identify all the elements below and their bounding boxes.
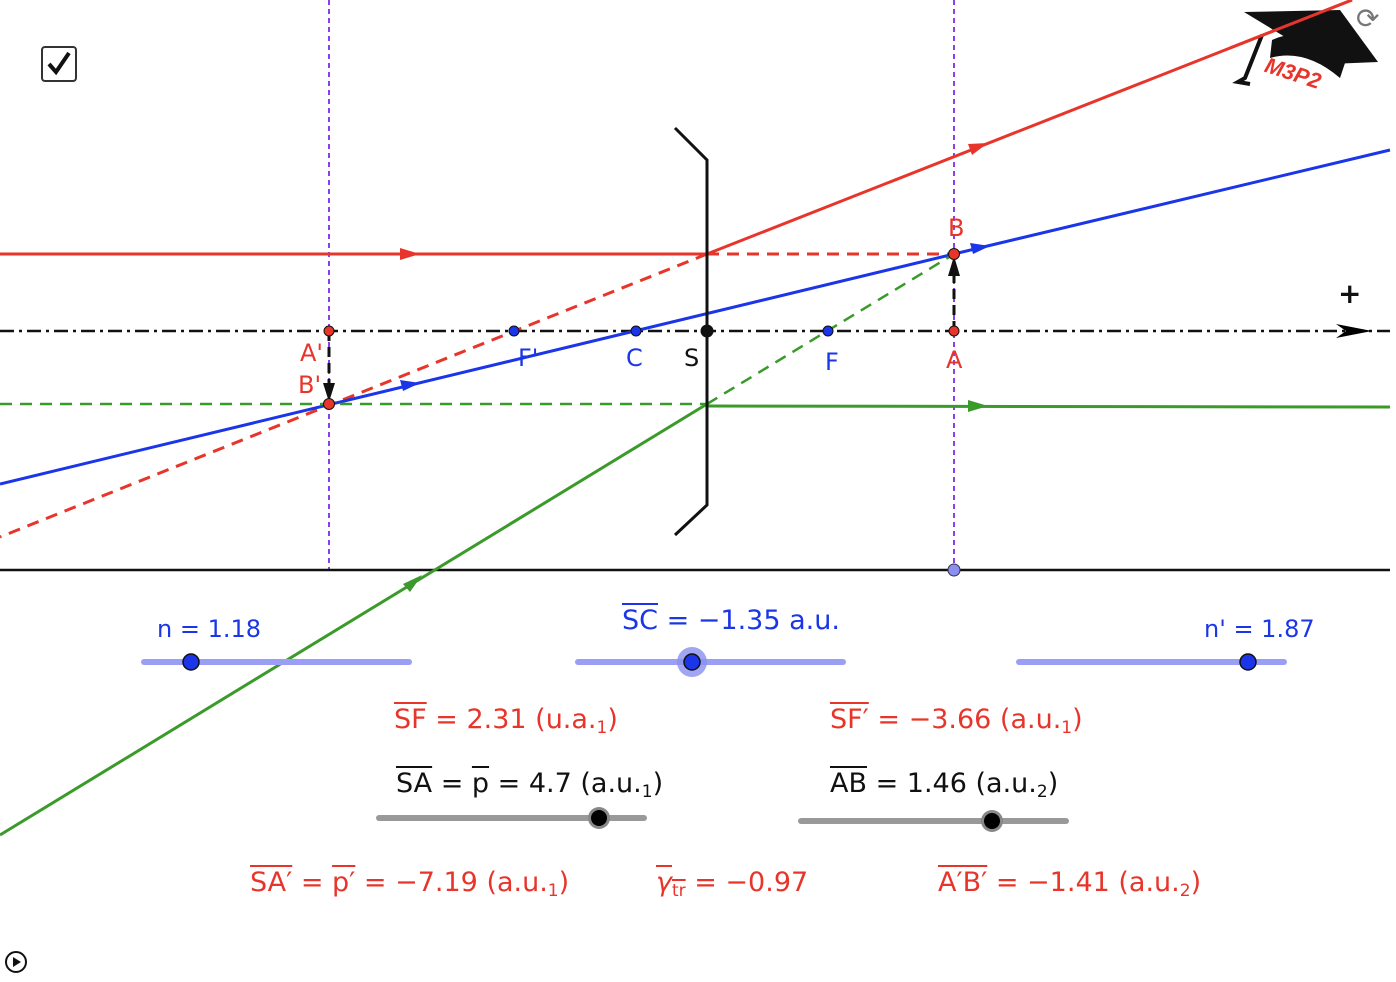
slider-SA-label: SA = p = 4.7 (a.u.1) [396, 768, 664, 802]
graduation-cap-icon [1232, 10, 1378, 86]
slider-n-prime-label: n' = 1.87 [1204, 615, 1315, 643]
visibility-checkbox[interactable] [41, 46, 77, 82]
label-F-prime: F' [518, 344, 539, 372]
label-B-prime: B' [298, 371, 322, 399]
checkmark-icon [47, 51, 71, 76]
label-A-prime: A' [300, 339, 324, 367]
refresh-icon[interactable]: ⟳ [1356, 2, 1380, 35]
point-B-prime[interactable] [323, 398, 335, 410]
red-ray-over-logo [1229, 0, 1353, 50]
label-A: A [946, 346, 963, 374]
slider-n-knob[interactable] [182, 653, 200, 671]
blue-ray [0, 252, 955, 486]
label-C: C [626, 344, 643, 372]
slider-SA-knob[interactable] [591, 810, 607, 826]
point-A[interactable] [948, 325, 960, 337]
green-ray-incident [0, 402, 708, 837]
slider-AB-label: AB = 1.46 (a.u.2) [830, 768, 1059, 802]
blue-ray-out [953, 148, 1391, 256]
slider-AB-knob[interactable] [984, 813, 1000, 829]
point-F-prime[interactable] [508, 325, 520, 337]
SF-result: SF = 2.31 (u.a.1) [394, 704, 618, 738]
slider-SC-label: SC = −1.35 a.u. [622, 605, 840, 636]
slider-SC-knob[interactable] [683, 653, 701, 671]
point-ground[interactable] [947, 563, 961, 577]
red-ray-virtual [0, 252, 708, 539]
gamma-result: γtr = −0.97 [656, 867, 809, 901]
red-ray-arrow2 [968, 143, 988, 155]
play-icon[interactable] [5, 951, 27, 973]
SA-prime-result: SA′ = p′ = −7.19 (a.u.1) [250, 867, 570, 901]
label-S: S [684, 344, 700, 372]
red-ray-arrow [400, 248, 420, 260]
SF-prime-result: SF′ = −3.66 (a.u.1) [830, 704, 1083, 738]
point-C[interactable] [630, 325, 642, 337]
label-B: B [948, 214, 965, 242]
image-arrow-head [323, 383, 335, 402]
green-ray-arrow [403, 575, 422, 592]
green-ray-arrow2 [968, 400, 988, 412]
axis-plus-label: + [1338, 277, 1362, 310]
green-ray-out [706, 404, 1391, 409]
axis-arrow-icon [1336, 324, 1372, 338]
point-F[interactable] [822, 325, 834, 337]
object-arrow-head [948, 256, 960, 276]
slider-n-prime-knob[interactable] [1239, 653, 1257, 671]
slider-n-label: n = 1.18 [157, 615, 262, 643]
AB-prime-result: A′B′ = −1.41 (a.u.2) [938, 867, 1202, 901]
label-F: F [825, 348, 839, 376]
point-B[interactable] [948, 248, 960, 260]
point-A-prime[interactable] [323, 325, 335, 337]
blue-ray-arrow [400, 380, 420, 391]
point-S[interactable] [700, 324, 714, 338]
blue-ray-arrow2 [970, 243, 990, 254]
